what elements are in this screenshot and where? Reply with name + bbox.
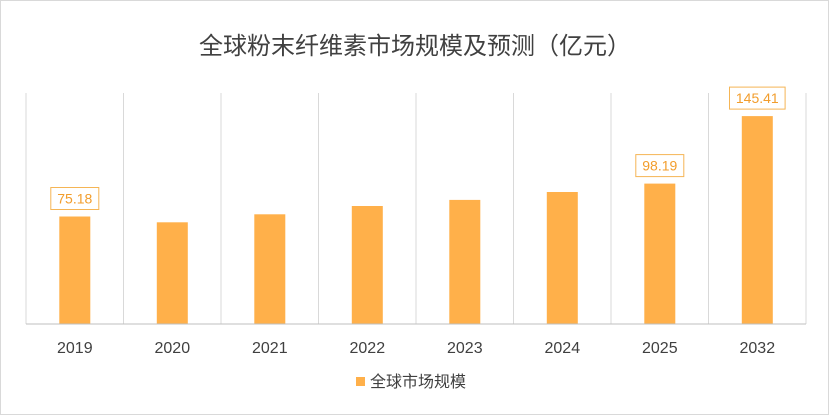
x-tick-label: 2022 <box>350 340 386 357</box>
bar-2020 <box>156 222 188 324</box>
bar-2022 <box>351 206 383 324</box>
bar-2023 <box>449 199 481 324</box>
bar-2025 <box>644 183 676 324</box>
x-tick-label: 2023 <box>447 340 483 357</box>
x-tick-label: 2024 <box>545 340 581 357</box>
x-tick-label: 2032 <box>740 340 776 357</box>
data-label-box <box>635 154 685 178</box>
data-label-box <box>729 86 786 110</box>
bar-2021 <box>254 214 286 324</box>
bar-2032 <box>741 116 773 324</box>
x-tick-label: 2020 <box>155 340 191 357</box>
data-label-box <box>50 187 100 210</box>
bar-series <box>59 116 773 324</box>
data-label: 145.41 <box>736 90 779 106</box>
data-label: 75.18 <box>57 191 92 207</box>
legend-swatch <box>356 377 365 386</box>
bar-2024 <box>546 192 578 324</box>
x-tick-label: 2019 <box>57 340 93 357</box>
grid-lines <box>25 93 807 324</box>
legend-label: 全球市场规模 <box>370 372 466 391</box>
x-tick-labels: 2019 2020 2021 2022 2023 2024 2025 2032 <box>57 340 775 357</box>
data-labels: 75.18 98.19 145.41 <box>50 86 786 210</box>
bar-2019 <box>59 216 91 324</box>
chart-title: 全球粉末纤维素市场规模及预测（亿元） <box>199 32 631 60</box>
data-label: 98.19 <box>642 158 677 174</box>
legend: 全球市场规模 <box>356 372 466 391</box>
x-tick-label: 2021 <box>252 340 288 357</box>
x-tick-label: 2025 <box>642 340 678 357</box>
